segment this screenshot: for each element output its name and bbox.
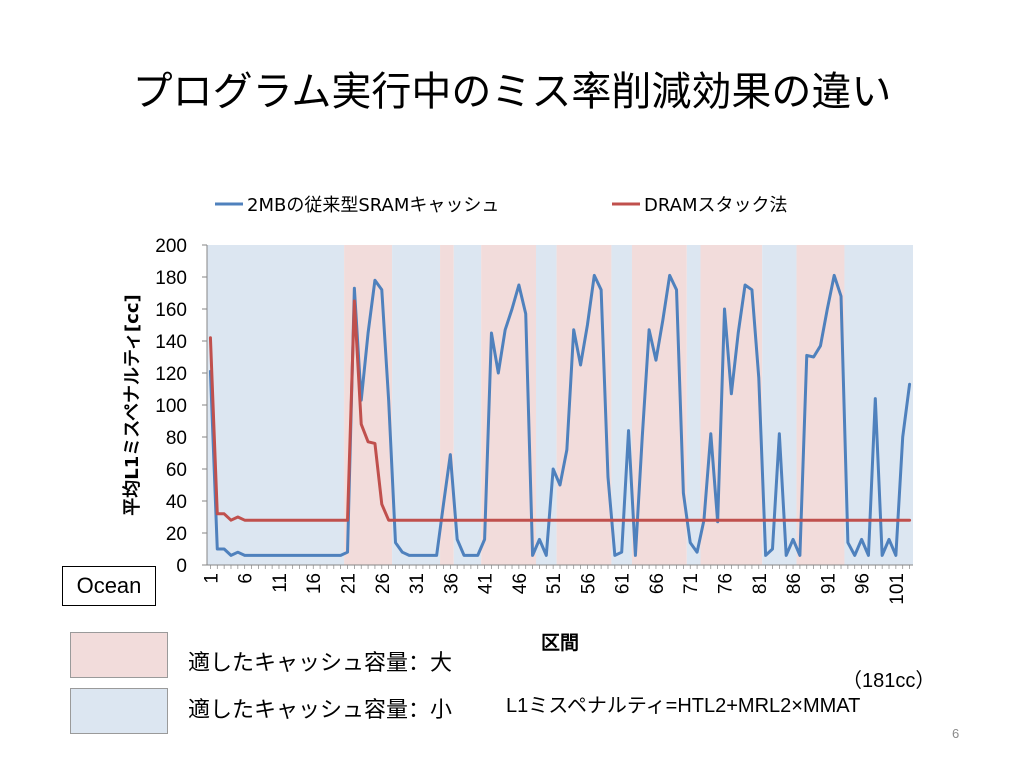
- x-tick-label: 41: [476, 573, 497, 594]
- legend-label-dram: DRAMスタック法: [644, 195, 787, 216]
- y-tick-label: 200: [155, 236, 187, 257]
- x-tick-label: 76: [716, 573, 737, 594]
- y-tick-label: 40: [166, 492, 187, 513]
- y-tick-label: 60: [166, 460, 187, 481]
- x-tick-label: 81: [750, 573, 771, 594]
- x-tick-label: 1: [201, 573, 222, 584]
- formula-prefix: L1ミスペナルティ=HT: [506, 695, 704, 717]
- x-tick-label: 91: [818, 573, 839, 594]
- x-tick-label: 56: [578, 573, 599, 594]
- y-tick-label: 120: [155, 364, 187, 385]
- small-cache-legend-label: 適したキャッシュ容量：小: [188, 698, 453, 723]
- region-band-small: [536, 245, 557, 565]
- region-band-small: [207, 245, 345, 565]
- y-tick-label: 80: [166, 428, 187, 449]
- x-tick-label: 46: [510, 573, 531, 594]
- region-band-small: [392, 245, 441, 565]
- y-tick-label: 20: [166, 524, 187, 545]
- y-tick-label: 0: [176, 556, 187, 577]
- ocean-label-box: Ocean: [62, 566, 156, 606]
- x-tick-label: 31: [407, 573, 428, 594]
- penalty-formula: L1ミスペナルティ=HTL2+MRL2×MMAT: [506, 689, 860, 718]
- x-tick-label: 101: [887, 573, 908, 605]
- region-band-small: [453, 245, 482, 565]
- x-axis-label: 区間: [541, 632, 579, 654]
- large-cache-legend-label: 適したキャッシュ容量：大: [188, 651, 453, 676]
- x-tick-label: 36: [441, 573, 462, 594]
- x-tick-label: 96: [853, 573, 874, 594]
- region-band-small: [762, 245, 797, 565]
- large-cache-swatch: [70, 632, 168, 678]
- region-band-large: [440, 245, 454, 565]
- x-tick-label: 86: [784, 573, 805, 594]
- formula-sub2: L2: [769, 695, 792, 717]
- y-tick-label: 100: [155, 396, 187, 417]
- x-tick-label: 26: [373, 573, 394, 594]
- chart-legend: 2MBの従来型SRAMキャッシュ DRAMスタック法: [215, 195, 787, 216]
- region-bands: [207, 245, 913, 565]
- x-tick-label: 21: [339, 573, 360, 594]
- series-line-dram: [208, 299, 912, 522]
- formula-sub1: L2: [704, 695, 727, 717]
- formula-note: （181cc）: [842, 670, 936, 692]
- chart-series: [208, 273, 912, 557]
- x-tick-label: 16: [304, 573, 325, 594]
- y-axis-label: 平均L1ミスペナルティ[cc]: [121, 294, 143, 515]
- region-band-small: [611, 245, 632, 565]
- region-band-small: [686, 245, 701, 565]
- series-line-sram: [208, 273, 912, 557]
- x-tick-label: 71: [681, 573, 702, 594]
- x-tick-label: 11: [270, 573, 291, 593]
- page-number: 6: [952, 726, 960, 741]
- region-band-large: [631, 245, 687, 565]
- small-cache-swatch: [70, 688, 168, 734]
- formula-mid: +MR: [726, 695, 770, 717]
- region-band-large: [556, 245, 612, 565]
- x-tick-label: 51: [544, 573, 565, 594]
- y-tick-label: 140: [155, 332, 187, 353]
- y-tick-label: 160: [155, 300, 187, 321]
- x-tick-label: 6: [236, 573, 257, 584]
- legend-label-sram: 2MBの従来型SRAMキャッシュ: [247, 195, 499, 216]
- x-tick-label: 61: [613, 573, 634, 594]
- formula-suffix: ×MMAT: [791, 695, 861, 717]
- y-tick-label: 180: [155, 268, 187, 289]
- x-tick-label: 66: [647, 573, 668, 594]
- slide-title: プログラム実行中のミス率削減効果の違い: [132, 69, 892, 115]
- region-band-small: [844, 245, 913, 565]
